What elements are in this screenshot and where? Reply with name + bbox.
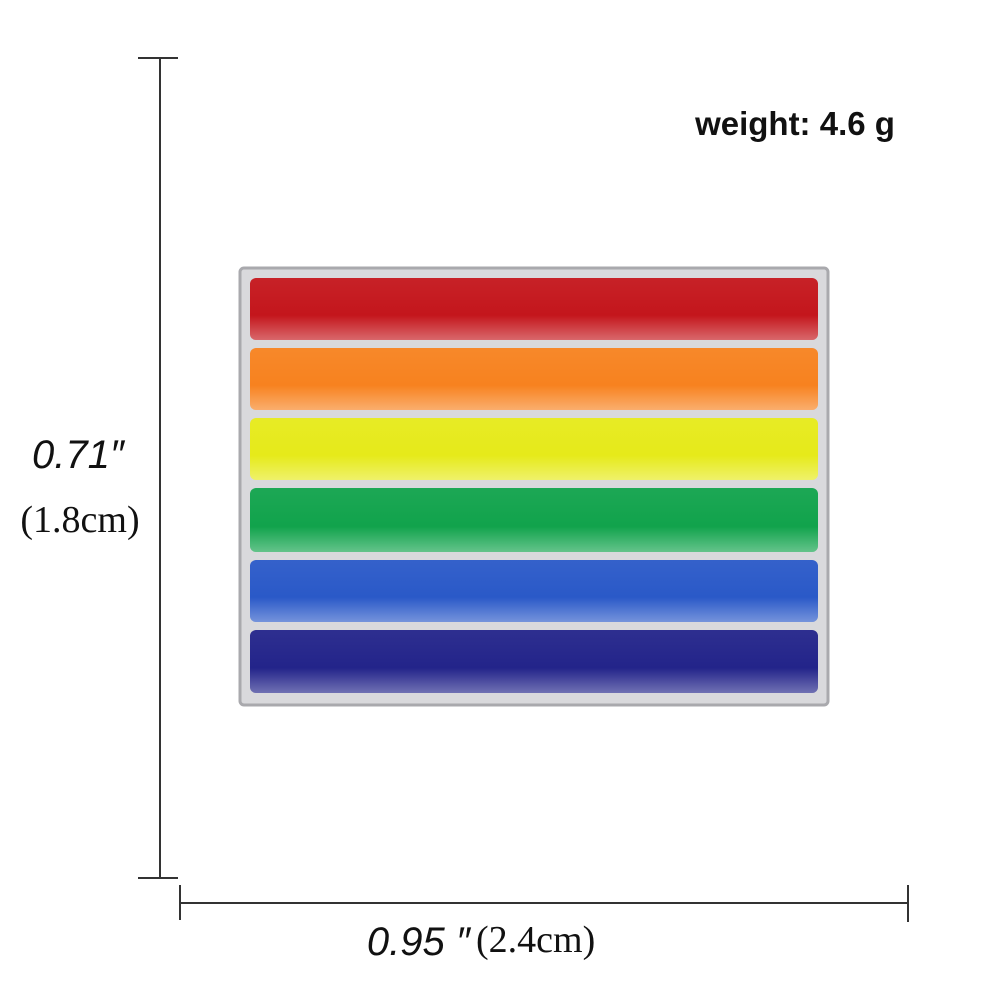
- rainbow-pin: [238, 266, 830, 707]
- width-cm: (2.4cm): [476, 919, 595, 961]
- height-inches: 0.71″: [32, 433, 126, 477]
- width-dimension: [179, 885, 909, 922]
- height-dimension: [138, 57, 178, 879]
- weight-label: weight: 4.6 g: [694, 105, 895, 142]
- width-inches: 0.95 ″: [367, 920, 472, 964]
- height-cm: (1.8cm): [20, 499, 139, 541]
